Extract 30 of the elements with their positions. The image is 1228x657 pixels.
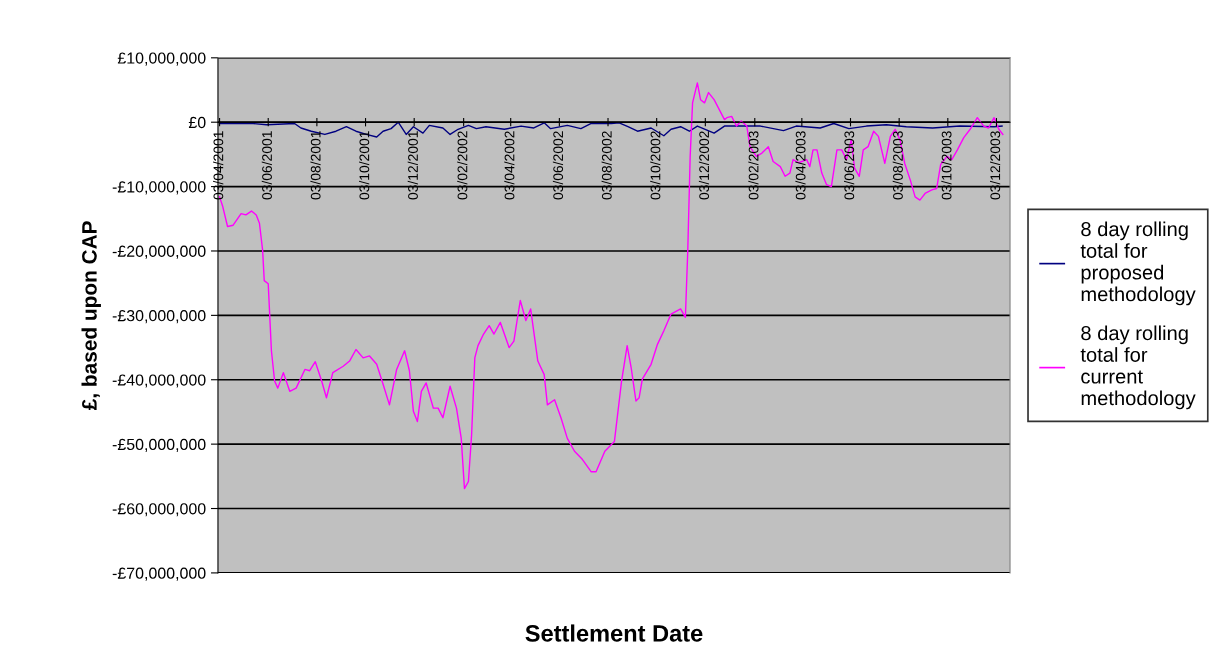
y-tick-label: -£30,000,000 xyxy=(112,309,206,324)
x-tick-label: 03/04/2002 xyxy=(504,131,515,200)
x-tick-label: 03/06/2003 xyxy=(844,131,855,200)
x-tick-label: 03/08/2003 xyxy=(892,131,903,200)
x-tick-label: 03/12/2001 xyxy=(407,131,418,200)
x-tick-label: 03/10/2003 xyxy=(941,131,952,200)
x-tick-label: 03/04/2003 xyxy=(795,131,806,200)
x-tick-label: 03/06/2001 xyxy=(261,131,272,200)
y-tick-label: -£60,000,000 xyxy=(112,503,206,517)
x-tick-label: 03/08/2002 xyxy=(601,131,612,200)
legend-label: 8 day rolling total for current methodology xyxy=(1080,325,1196,410)
x-tick-label: 03/08/2001 xyxy=(310,131,321,200)
y-tick-label: -£40,000,000 xyxy=(112,374,206,388)
x-tick-label: 03/12/2003 xyxy=(990,131,1001,200)
x-tick-label: 03/04/2001 xyxy=(213,131,224,200)
x-axis-title: Settlement Date xyxy=(525,624,703,642)
x-tick-label: 03/02/2002 xyxy=(457,131,468,200)
y-axis-title: £, based upon CAP xyxy=(81,221,101,411)
y-tick-label: -£70,000,000 xyxy=(112,567,206,581)
x-tick-label: 03/02/2003 xyxy=(748,131,759,200)
x-tick-label: 03/12/2002 xyxy=(698,131,710,200)
legend-label: 8 day rolling total for proposed methodology xyxy=(1080,221,1196,306)
y-tick-label: -£10,000,000 xyxy=(112,181,206,195)
x-tick-label: 03/06/2002 xyxy=(552,131,564,200)
y-tick-label: £10,000,000 xyxy=(117,52,206,66)
y-tick-label: -£50,000,000 xyxy=(112,438,206,452)
y-tick-label: -£20,000,000 xyxy=(112,245,206,259)
x-tick-label: 03/10/2001 xyxy=(359,131,370,200)
y-tick-label: £0 xyxy=(188,116,206,129)
x-tick-label: 03/10/2002 xyxy=(650,131,661,200)
